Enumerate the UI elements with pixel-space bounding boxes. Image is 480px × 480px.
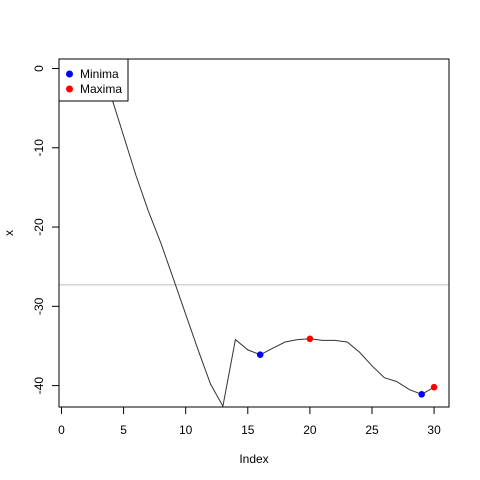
- legend-minima-marker: [66, 70, 73, 78]
- y-tick-label: 0: [32, 65, 46, 72]
- x-tick-label: 0: [58, 423, 65, 437]
- x-tick-label: 30: [427, 423, 441, 437]
- plot-frame: [58, 58, 450, 408]
- y-tick-label: -40: [32, 377, 46, 395]
- x-tick-label: 15: [241, 423, 255, 437]
- y-tick-label: -10: [32, 139, 46, 157]
- x-tick-label: 25: [365, 423, 379, 437]
- series-line: [110, 96, 435, 408]
- minima-point: [256, 351, 264, 358]
- y-tick-label: -30: [32, 297, 46, 315]
- legend-box: [58, 58, 129, 102]
- legend-maxima-marker: [66, 85, 73, 93]
- maxima-point: [430, 383, 438, 391]
- x-tick-label: 10: [179, 423, 193, 437]
- legend-minima-label: Minima: [80, 67, 119, 81]
- minima-point: [418, 391, 425, 398]
- maxima-point: [306, 335, 314, 343]
- x-axis-label: Index: [239, 452, 268, 466]
- x-tick-label: 5: [120, 423, 127, 437]
- legend-maxima-label: Maxima: [80, 82, 122, 96]
- legend: Minima Maxima: [58, 58, 129, 102]
- y-tick-label: -20: [32, 218, 46, 236]
- x-tick-label: 20: [303, 423, 317, 437]
- y-axis-label: x: [2, 230, 16, 236]
